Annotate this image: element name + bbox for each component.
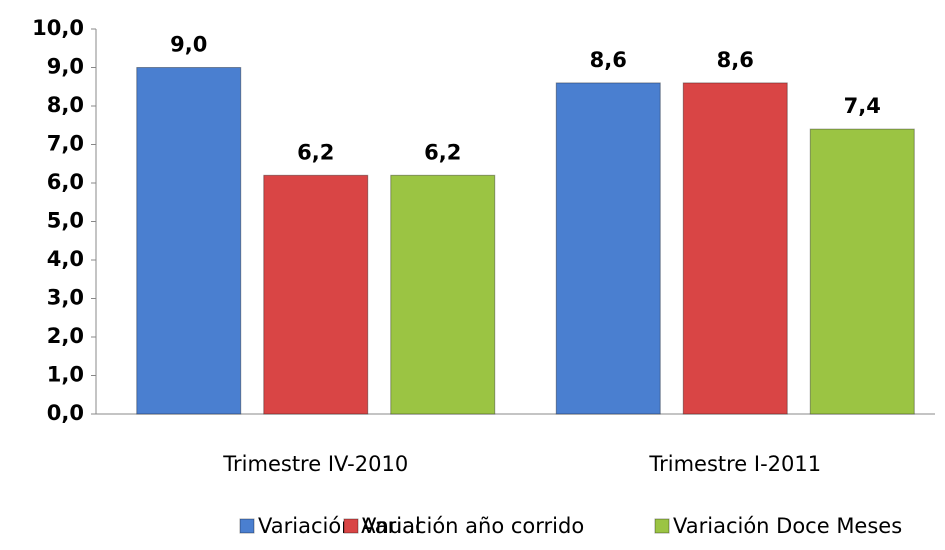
y-tick-label: 9,0 — [47, 55, 84, 79]
value-label: 7,4 — [844, 94, 881, 118]
legend-swatch — [239, 518, 255, 534]
value-label: 8,6 — [717, 48, 754, 72]
y-tick-label: 0,0 — [47, 401, 84, 425]
y-tick-label: 1,0 — [47, 363, 84, 387]
legend-label: Variación Anual — [258, 514, 421, 538]
bar — [682, 82, 788, 415]
y-tick-label: 10,0 — [32, 16, 84, 40]
legend-swatch — [654, 518, 670, 534]
y-tick-label: 8,0 — [47, 93, 84, 117]
y-tick-label: 4,0 — [47, 247, 84, 271]
legend-label: Variación Doce Meses — [673, 514, 902, 538]
y-tick-label: 2,0 — [47, 324, 84, 348]
value-label: 6,2 — [297, 140, 334, 164]
y-tick-label: 6,0 — [47, 170, 84, 194]
value-label: 6,2 — [424, 140, 461, 164]
value-label: 8,6 — [590, 48, 627, 72]
bar — [555, 82, 661, 415]
legend-swatch — [343, 518, 359, 534]
x-tick-label: Trimestre I-2011 — [648, 452, 821, 476]
y-tick-label: 7,0 — [47, 132, 84, 156]
x-tick-label: Trimestre IV-2010 — [222, 452, 408, 476]
bar — [136, 67, 242, 415]
legend-label: Variación año corrido — [362, 514, 584, 538]
bar — [809, 128, 915, 415]
y-tick-label: 3,0 — [47, 286, 84, 310]
bar — [390, 174, 496, 415]
y-tick-label: 5,0 — [47, 209, 84, 233]
value-label: 9,0 — [170, 33, 207, 57]
bar — [263, 174, 369, 415]
